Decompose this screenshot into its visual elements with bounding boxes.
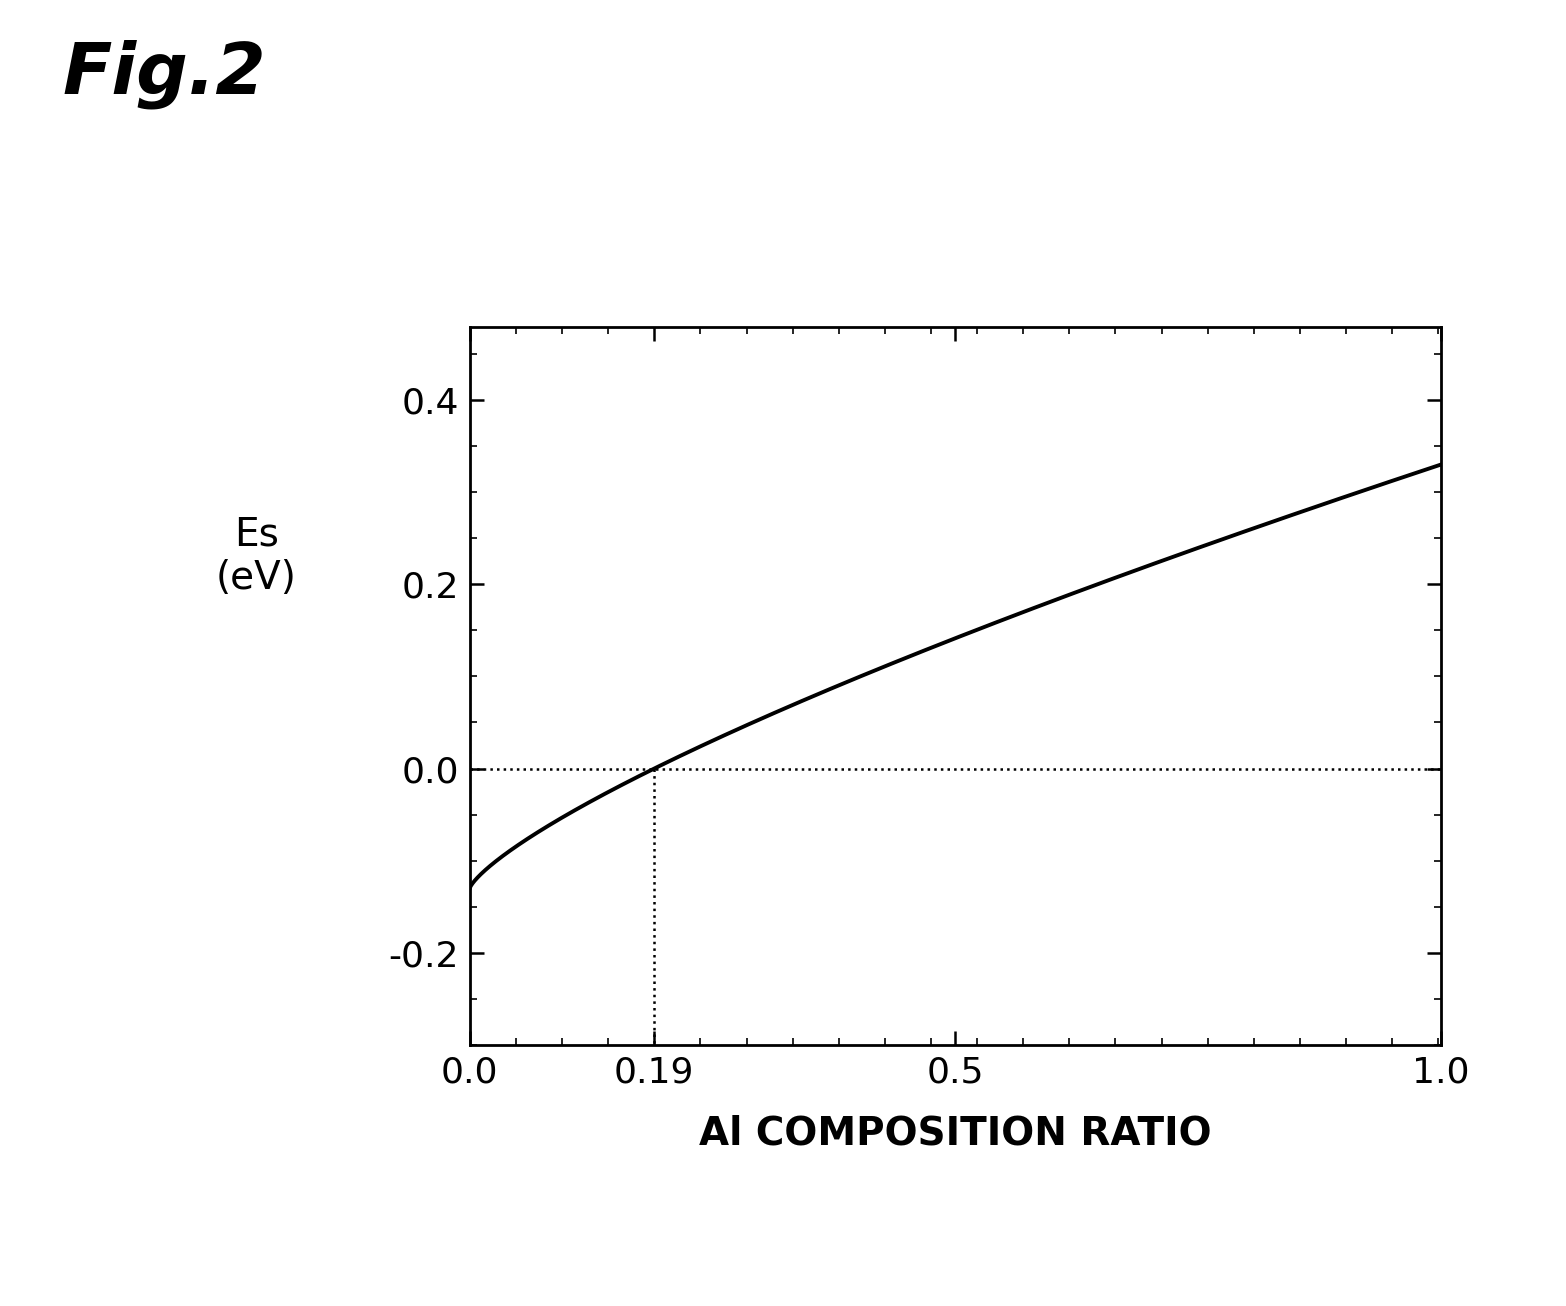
Text: Fig.2: Fig.2 <box>63 39 266 108</box>
X-axis label: Al COMPOSITION RATIO: Al COMPOSITION RATIO <box>698 1115 1212 1153</box>
Text: Es
(eV): Es (eV) <box>216 516 296 597</box>
